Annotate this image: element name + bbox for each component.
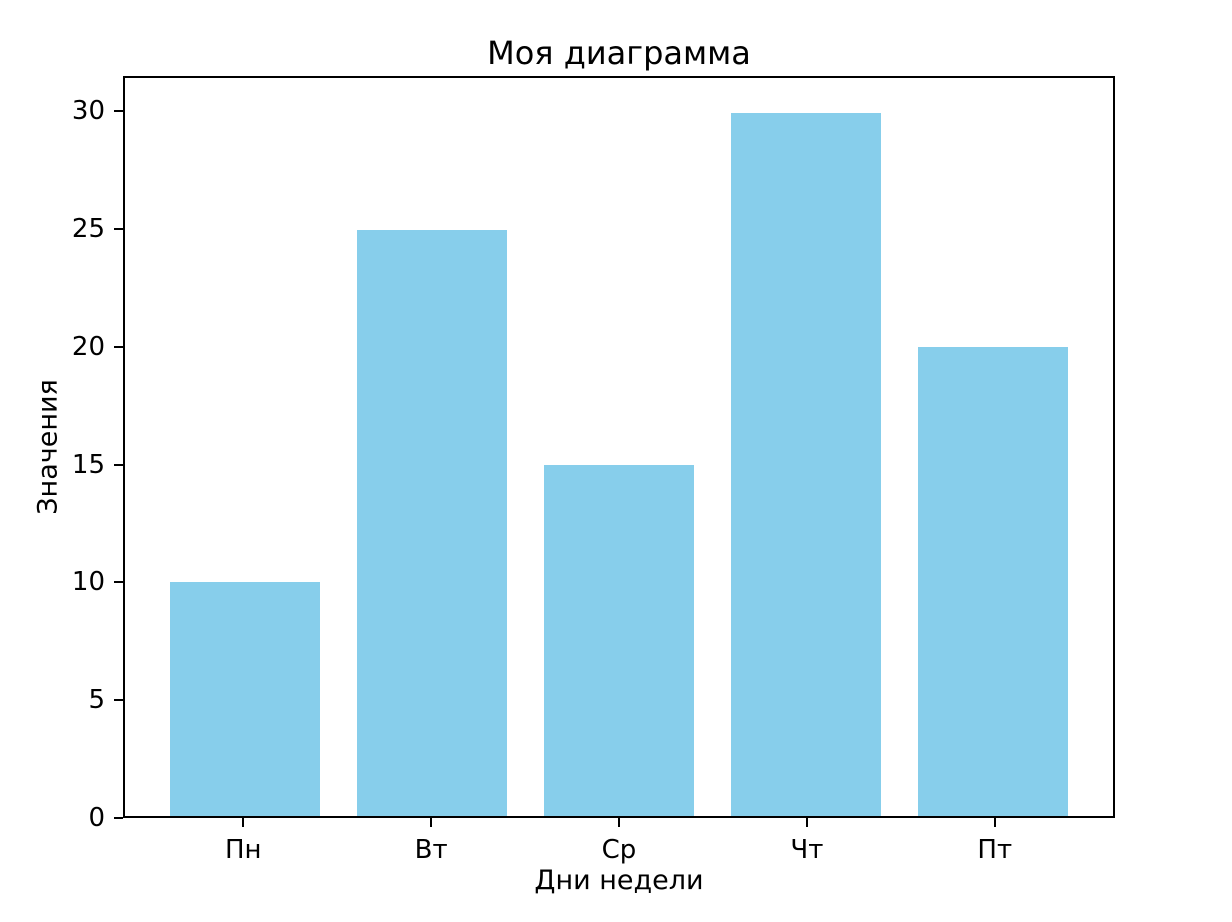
y-tick-mark — [114, 699, 123, 702]
x-tick-label: Пн — [224, 835, 262, 865]
x-tick-mark — [430, 818, 433, 827]
y-tick-label: 20 — [71, 331, 105, 362]
y-tick-mark — [114, 463, 123, 466]
y-tick-label: 15 — [71, 449, 105, 480]
x-tick-mark — [242, 818, 245, 827]
y-axis-label: Значения — [32, 379, 64, 515]
bar — [357, 230, 507, 816]
x-tick-label: Ср — [601, 835, 637, 865]
x-tick-label: Вт — [414, 835, 448, 865]
y-tick-mark — [114, 817, 123, 819]
bar — [544, 464, 694, 816]
bar — [169, 581, 320, 816]
y-tick-mark — [114, 581, 123, 584]
y-tick-label: 5 — [88, 685, 105, 716]
y-tick-mark — [114, 345, 123, 348]
x-tick-mark — [805, 818, 808, 827]
x-tick-label: Пт — [977, 835, 1013, 865]
x-tick-mark — [618, 818, 620, 827]
x-tick-mark — [993, 818, 996, 827]
y-tick-label: 30 — [71, 96, 105, 127]
y-tick-mark — [114, 228, 123, 231]
y-tick-mark — [114, 110, 123, 113]
y-tick-label: 0 — [88, 803, 105, 833]
y-tick-label: 10 — [71, 567, 105, 598]
chart-title: Моя диаграмма — [487, 34, 751, 72]
bar — [731, 113, 881, 816]
y-tick-label: 25 — [71, 214, 105, 245]
x-axis-label: Дни недели — [534, 865, 704, 896]
x-tick-label: Чт — [790, 835, 824, 865]
plot-area — [123, 76, 1115, 818]
bar — [918, 347, 1069, 816]
